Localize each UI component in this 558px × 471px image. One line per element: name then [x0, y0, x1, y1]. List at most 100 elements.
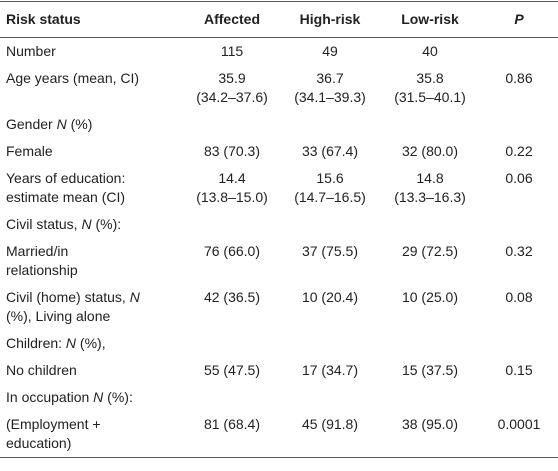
value-line: (13.8–15.0) [196, 189, 268, 205]
value-cell: 33 (67.4) [280, 138, 380, 165]
value-cell: 83 (70.3) [184, 138, 280, 165]
value-line: 14.8 [416, 170, 444, 186]
label-line: In occupation N (%): [6, 388, 180, 407]
table-body: Number 115 49 40 Age years (mean, CI) 35.9 (34… [0, 38, 558, 458]
label-text: (%): [103, 389, 133, 405]
row-label: Civil (home) status, N (%), Living alone [0, 284, 184, 330]
value-cell [480, 38, 558, 66]
value-line: (34.2–37.6) [196, 89, 268, 105]
table-header: Risk status Affected High-risk Low-risk P [0, 1, 558, 38]
row-label: Civil status, N (%): [0, 211, 184, 238]
value-line: 0.08 [505, 289, 533, 305]
table-row: No children 55 (47.5) 17 (34.7) 15 (37.5) 0.… [0, 357, 558, 384]
value-line: (14.7–16.5) [294, 189, 366, 205]
value-line: 0.22 [505, 143, 533, 159]
value-cell [480, 384, 558, 411]
value-cell: 14.4 (13.8–15.0) [184, 165, 280, 211]
value-line: 0.86 [505, 70, 533, 86]
value-line: 55 (47.5) [203, 362, 261, 378]
value-cell [280, 111, 380, 138]
label-line: Number [6, 42, 180, 61]
table-row: Age years (mean, CI) 35.9 (34.2–37.6) 36.7 (… [0, 65, 558, 111]
value-cell [480, 330, 558, 357]
label-text: Number [6, 43, 56, 59]
label-line: Gender N (%) [6, 115, 180, 134]
header-cell: P [480, 1, 558, 38]
row-label: Years of education: estimate mean (CI) [0, 165, 184, 211]
table-row: Civil status, N (%): [0, 211, 558, 238]
value-line: 83 (70.3) [203, 143, 261, 159]
value-line: 0.06 [505, 170, 533, 186]
value-line: 35.9 [218, 70, 246, 86]
value-line: (13.3–16.3) [394, 189, 466, 205]
value-line: 0.32 [505, 243, 533, 259]
label-text-italic: N [81, 216, 92, 232]
value-cell: 115 [184, 38, 280, 66]
table-row: (Employment + education) 81 (68.4) 45 (91.8… [0, 411, 558, 458]
table-row: In occupation N (%): [0, 384, 558, 411]
value-cell [184, 111, 280, 138]
value-line: 49 [322, 43, 338, 59]
value-line: (34.1–39.3) [294, 89, 366, 105]
label-text: relationship [6, 262, 78, 278]
row-label: Age years (mean, CI) [0, 65, 184, 111]
label-text: Children: [6, 335, 66, 351]
value-cell: 76 (66.0) [184, 238, 280, 284]
label-line: education) [6, 434, 180, 453]
label-text: (%), Living alone [6, 308, 111, 324]
value-line: 38 (95.0) [401, 416, 459, 432]
header-row: Risk status Affected High-risk Low-risk P [0, 1, 558, 38]
value-line: 81 (68.4) [203, 416, 261, 432]
value-cell: 0.86 [480, 65, 558, 111]
value-cell [380, 211, 480, 238]
value-line: 42 (36.5) [203, 289, 261, 305]
value-cell: 42 (36.5) [184, 284, 280, 330]
value-cell: 0.22 [480, 138, 558, 165]
table-row: Married/in relationship 76 (66.0) 37 (75.5)… [0, 238, 558, 284]
value-cell: 32 (80.0) [380, 138, 480, 165]
value-cell: 49 [280, 38, 380, 66]
table-row: Children: N (%), [0, 330, 558, 357]
label-line: Civil status, N (%): [6, 215, 180, 234]
label-text: Female [6, 143, 53, 159]
value-line: 29 (72.5) [401, 243, 459, 259]
label-line: Age years (mean, CI) [6, 69, 180, 88]
value-cell [280, 211, 380, 238]
label-text-italic: N [65, 335, 77, 351]
value-cell: 45 (91.8) [280, 411, 380, 458]
value-line: 76 (66.0) [203, 243, 261, 259]
value-cell [280, 330, 380, 357]
row-label: Children: N (%), [0, 330, 184, 357]
value-line: 15 (37.5) [401, 362, 459, 378]
value-cell: 38 (95.0) [380, 411, 480, 458]
value-cell: 35.9 (34.2–37.6) [184, 65, 280, 111]
table-row: Years of education: estimate mean (CI) 14.… [0, 165, 558, 211]
row-label: Gender N (%) [0, 111, 184, 138]
label-line: (Employment + [6, 415, 180, 434]
label-text: education) [6, 435, 72, 451]
label-text: Gender [6, 116, 57, 132]
value-cell: 0.06 [480, 165, 558, 211]
row-label: No children [0, 357, 184, 384]
label-text: Age years (mean, CI) [6, 70, 140, 86]
value-cell [480, 111, 558, 138]
value-cell: 0.32 [480, 238, 558, 284]
value-cell: 37 (75.5) [280, 238, 380, 284]
value-cell: 15.6 (14.7–16.5) [280, 165, 380, 211]
value-cell [380, 111, 480, 138]
value-cell: 35.8 (31.5–40.1) [380, 65, 480, 111]
value-line: 40 [422, 43, 438, 59]
value-cell [184, 330, 280, 357]
value-cell [184, 384, 280, 411]
label-text: (%), [76, 335, 106, 351]
table-row: Female 83 (70.3) 33 (67.4) 32 (80.0) 0.22 [0, 138, 558, 165]
table-row: Number 115 49 40 [0, 38, 558, 66]
value-line: 0.15 [505, 362, 533, 378]
label-text: (Employment + [6, 416, 101, 432]
value-cell: 0.15 [480, 357, 558, 384]
label-line: (%), Living alone [6, 307, 180, 326]
row-label: Married/in relationship [0, 238, 184, 284]
value-cell: 36.7 (34.1–39.3) [280, 65, 380, 111]
value-line: 35.8 [416, 70, 444, 86]
